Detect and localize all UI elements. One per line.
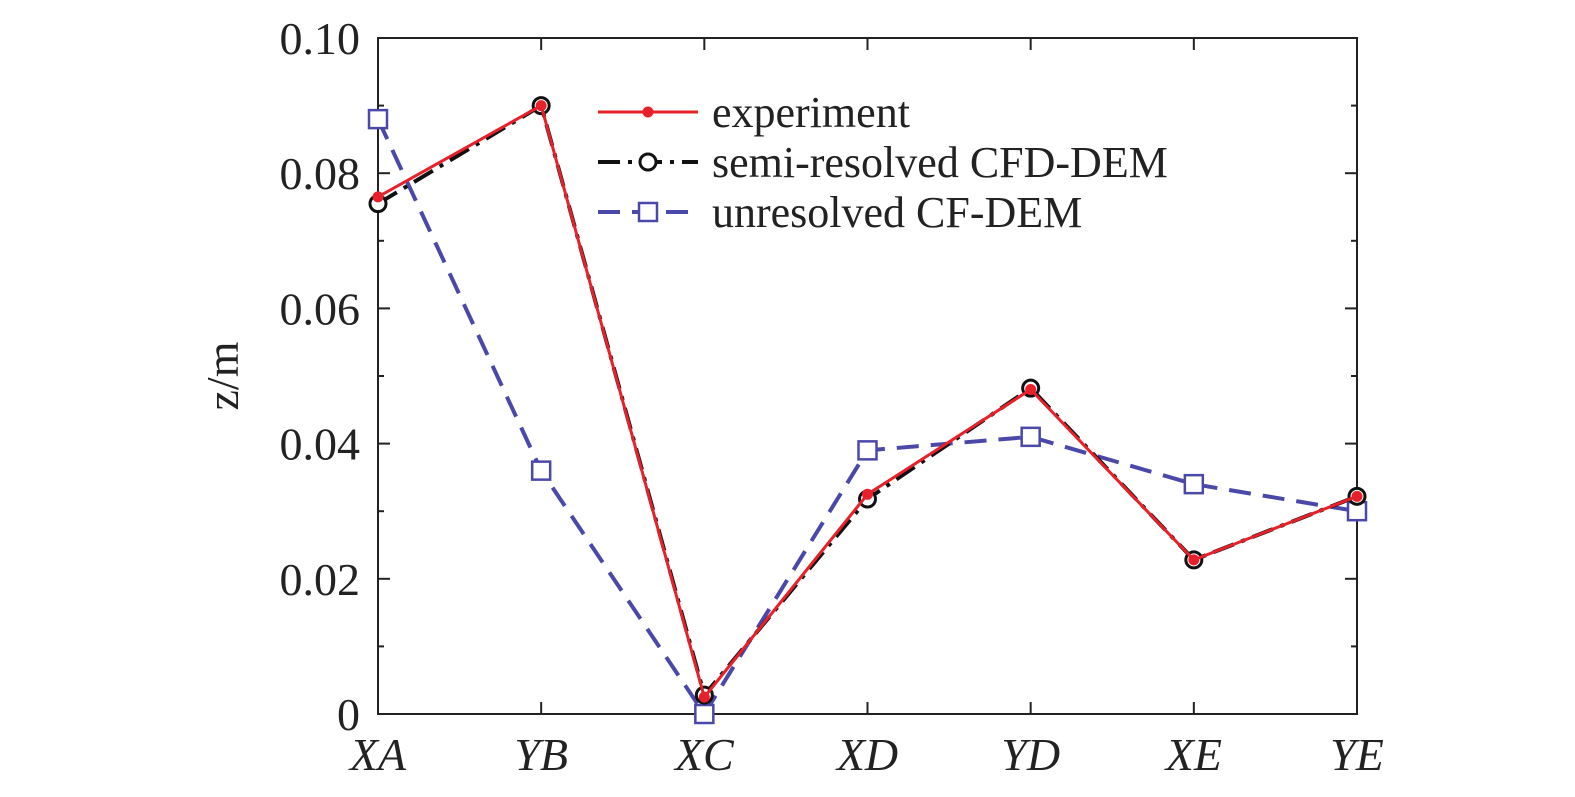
x-axis: XA YB XC XD YD XE YE	[348, 38, 1384, 780]
x-tick-label: YB	[514, 729, 568, 780]
x-tick-label: YD	[1001, 729, 1060, 780]
y-axis: 0 0.02 0.04 0.06 0.08 0.10	[280, 13, 1357, 740]
series-2	[367, 108, 1368, 725]
y-tick-label: 0	[337, 689, 360, 740]
x-tick-label: XD	[835, 729, 898, 780]
y-tick-label: 0.02	[280, 554, 361, 605]
series-0	[372, 100, 1363, 703]
legend-item: unresolved CF-DEM	[598, 188, 1082, 237]
data-point	[638, 152, 658, 172]
y-axis-label: z/m	[197, 341, 248, 410]
data-point	[1020, 426, 1041, 448]
x-tick-label: XE	[1164, 729, 1222, 780]
data-point	[535, 100, 547, 112]
data-point	[698, 691, 710, 703]
data-point	[372, 191, 384, 203]
y-tick-label: 0.10	[280, 13, 361, 64]
data-point	[367, 108, 389, 130]
y-tick-label: 0.04	[280, 419, 361, 470]
legend-label: semi-resolved CFD-DEM	[712, 138, 1168, 187]
data-point	[857, 440, 878, 461]
y-tick-label: 0.08	[280, 148, 361, 199]
x-tick-label: XA	[348, 729, 407, 780]
legend-label: experiment	[712, 88, 910, 137]
series-layer	[367, 96, 1368, 725]
data-point	[637, 201, 659, 223]
data-point	[862, 488, 873, 500]
data-point	[694, 703, 715, 725]
data-point	[1351, 490, 1363, 502]
data-point	[1025, 384, 1037, 396]
data-point	[1188, 554, 1200, 566]
x-tick-label: YE	[1330, 729, 1384, 780]
data-point	[530, 460, 552, 481]
y-tick-label: 0.06	[280, 283, 361, 334]
data-point	[1183, 473, 1205, 495]
legend-label: unresolved CF-DEM	[712, 188, 1082, 237]
legend-item: experiment	[598, 88, 910, 137]
x-tick-label: XC	[673, 729, 735, 780]
data-point	[642, 106, 654, 118]
legend-item: semi-resolved CFD-DEM	[598, 138, 1168, 187]
